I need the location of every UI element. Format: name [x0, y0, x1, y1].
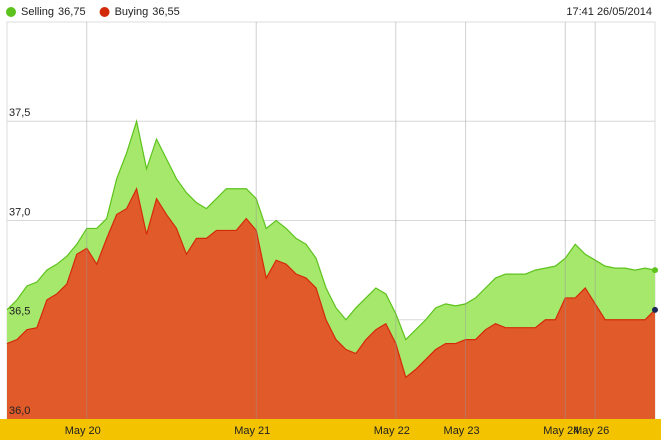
end-dot — [652, 306, 658, 313]
line — [6, 186, 656, 379]
x-tick-label: May 22 — [374, 425, 410, 437]
x-tick-label: May 21 — [234, 425, 270, 437]
legend-dot — [99, 7, 110, 17]
line — [6, 118, 656, 341]
legend-value: 36,55 — [152, 6, 180, 18]
end-dot — [652, 267, 658, 274]
area — [7, 188, 655, 419]
x-tick-label: May 23 — [444, 425, 480, 437]
timestamp: 17:41 26/05/2014 — [566, 6, 652, 18]
legend-name: Selling — [21, 6, 54, 18]
y-tick-label: 37,0 — [9, 206, 30, 218]
y-tick-label: 36,5 — [9, 306, 30, 318]
x-axis-band — [0, 419, 661, 440]
legend-dot — [6, 7, 16, 17]
x-tick-label: May 20 — [65, 425, 101, 437]
legend-value: 36,75 — [58, 6, 86, 18]
x-tick-label: May 24 — [543, 425, 579, 437]
x-tick-label: May 26 — [573, 425, 609, 437]
y-tick-label: 37,5 — [9, 107, 30, 119]
y-tick-label: 36,0 — [9, 405, 30, 417]
legend-name: Buying — [115, 6, 149, 18]
